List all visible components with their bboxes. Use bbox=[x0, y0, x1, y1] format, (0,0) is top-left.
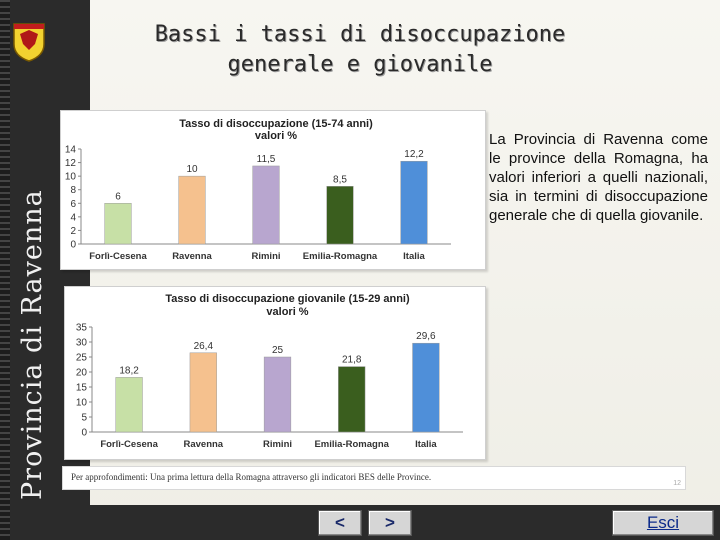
x-tick-label: Forlì-Cesena bbox=[100, 439, 158, 450]
x-tick-label: Forlì-Cesena bbox=[89, 251, 147, 262]
data-label: 10 bbox=[186, 164, 198, 175]
y-tick-label: 10 bbox=[76, 398, 88, 409]
bar-5 bbox=[412, 342, 440, 433]
x-tick-label: Emilia-Romagna bbox=[303, 251, 378, 262]
y-tick-label: 20 bbox=[76, 368, 88, 379]
page-title: Bassi i tassi di disoccupazione generale… bbox=[110, 20, 610, 80]
y-tick-label: 15 bbox=[76, 383, 88, 394]
bar-1 bbox=[115, 377, 143, 433]
x-tick-label: Emilia-Romagna bbox=[314, 439, 389, 450]
chart-title: Tasso di disoccupazione giovanile (15-29… bbox=[165, 293, 410, 305]
chart-unemployment-general: Tasso di disoccupazione (15-74 anni) valo… bbox=[60, 110, 486, 270]
x-tick-label: Ravenna bbox=[183, 439, 223, 450]
chart-svg-youth: Tasso di disoccupazione giovanile (15-29… bbox=[76, 293, 463, 450]
y-tick-label: 30 bbox=[76, 338, 88, 349]
page-title-line2: generale e giovanile bbox=[227, 52, 493, 77]
page-number: 12 bbox=[673, 480, 681, 487]
bar-5 bbox=[400, 160, 428, 245]
chart-unemployment-youth: Tasso di disoccupazione giovanile (15-29… bbox=[64, 286, 486, 460]
bar-2 bbox=[189, 352, 217, 433]
bar-3 bbox=[263, 356, 292, 433]
y-tick-label: 25 bbox=[76, 353, 88, 364]
exit-button[interactable]: Esci bbox=[612, 510, 714, 536]
bar-1 bbox=[104, 203, 132, 245]
y-tick-label: 6 bbox=[70, 199, 76, 210]
page-title-line1: Bassi i tassi di disoccupazione bbox=[154, 22, 566, 47]
description-text: La Provincia di Ravenna come le province… bbox=[489, 131, 708, 224]
footnote-text: Per approfondimenti: Una prima lettura d… bbox=[71, 472, 432, 482]
bar-4 bbox=[326, 186, 354, 245]
data-label: 26,4 bbox=[194, 341, 214, 352]
y-tick-label: 14 bbox=[65, 145, 77, 156]
chart-subtitle: valori % bbox=[255, 130, 297, 142]
bar-4 bbox=[338, 366, 366, 433]
x-tick-label: Rimini bbox=[263, 439, 292, 450]
y-tick-label: 5 bbox=[81, 413, 87, 424]
data-label: 21,8 bbox=[342, 355, 362, 366]
y-tick-label: 0 bbox=[81, 428, 87, 439]
x-tick-label: Rimini bbox=[251, 251, 280, 262]
sidebar: Provincia di Ravenna bbox=[0, 0, 90, 540]
footnote-box: Per approfondimenti: Una prima lettura d… bbox=[62, 466, 686, 490]
y-tick-label: 4 bbox=[70, 212, 76, 223]
data-label: 11,5 bbox=[257, 154, 276, 165]
next-button[interactable]: > bbox=[368, 510, 412, 536]
data-label: 25 bbox=[272, 345, 284, 356]
x-tick-label: Italia bbox=[403, 251, 425, 262]
y-tick-label: 2 bbox=[70, 226, 76, 237]
y-tick-label: 35 bbox=[76, 323, 88, 334]
bar-2 bbox=[178, 175, 206, 245]
chart-subtitle: valori % bbox=[266, 306, 308, 318]
x-tick-label: Ravenna bbox=[172, 251, 212, 262]
sidebar-vertical-title: Provincia di Ravenna bbox=[17, 189, 48, 500]
crest-icon bbox=[13, 23, 45, 62]
chart-title: Tasso di disoccupazione (15-74 anni) bbox=[179, 118, 373, 130]
x-tick-label: Italia bbox=[415, 439, 437, 450]
y-tick-label: 10 bbox=[65, 172, 77, 183]
y-tick-label: 0 bbox=[70, 240, 76, 251]
y-tick-label: 8 bbox=[70, 185, 76, 196]
data-label: 18,2 bbox=[119, 365, 139, 376]
previous-button[interactable]: < bbox=[318, 510, 362, 536]
data-label: 6 bbox=[115, 191, 121, 202]
sidebar-strip bbox=[0, 0, 10, 540]
data-label: 12,2 bbox=[404, 149, 424, 160]
chart-svg-general: Tasso di disoccupazione (15-74 anni)valo… bbox=[65, 118, 451, 262]
data-label: 29,6 bbox=[416, 331, 436, 342]
y-tick-label: 12 bbox=[65, 158, 77, 169]
data-label: 8,5 bbox=[333, 174, 347, 185]
bar-3 bbox=[252, 165, 280, 245]
